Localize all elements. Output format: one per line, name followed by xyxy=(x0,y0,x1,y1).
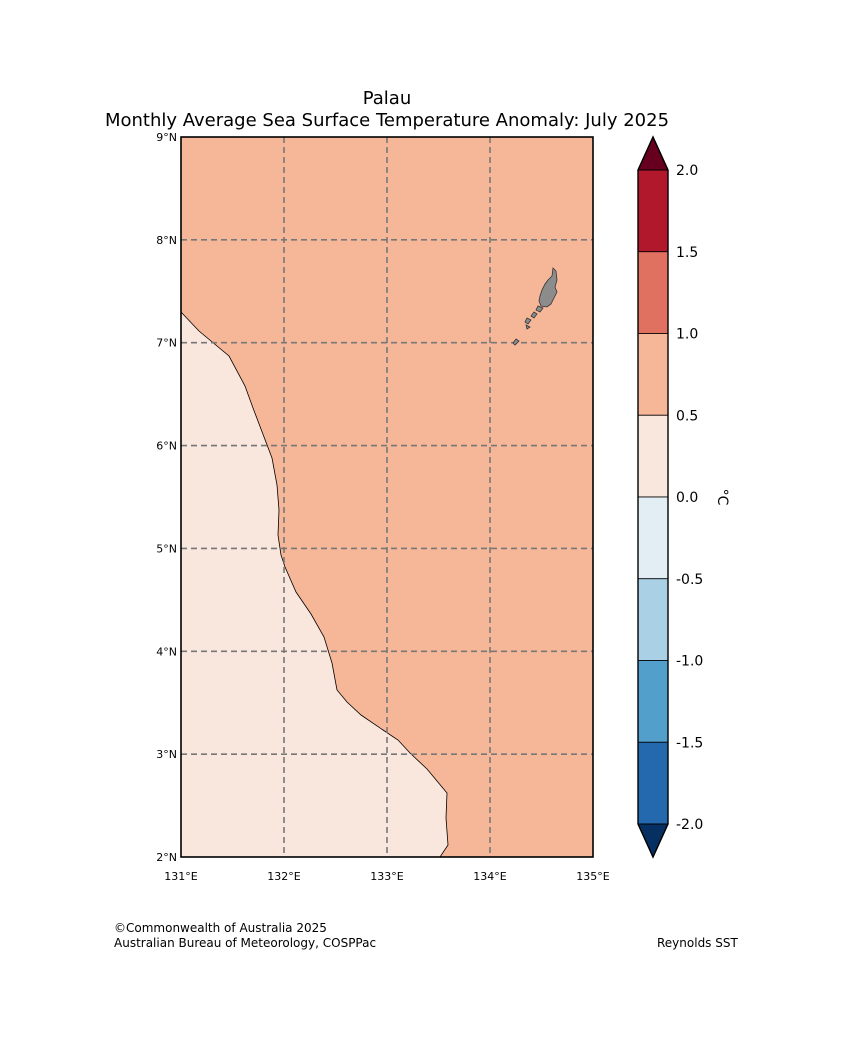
lat-tick-label: 6°N xyxy=(156,440,177,453)
lat-tick-label: 5°N xyxy=(156,542,177,555)
colorbar-tick-label: 1.5 xyxy=(676,245,698,261)
colorbar-bin xyxy=(637,169,669,253)
latitude-tick-labels: 2°N 3°N 4°N 5°N 6°N 7°N 8°N 9°N xyxy=(156,131,177,864)
colorbar-under-arrow xyxy=(637,823,669,859)
lat-tick-label: 3°N xyxy=(156,748,177,761)
copyright-text: ©Commonwealth of Australia 2025 xyxy=(114,921,327,935)
colorbar-bin xyxy=(637,414,669,498)
gridlines xyxy=(181,137,593,857)
data-source-text: Reynolds SST xyxy=(657,936,738,950)
colorbar-over-arrow xyxy=(637,135,669,171)
colorbar-outline xyxy=(637,135,669,859)
colorbar-bin xyxy=(637,578,669,661)
lat-tick-label: 4°N xyxy=(156,645,177,658)
longitude-tick-labels: 131°E 132°E 133°E 134°E 135°E xyxy=(164,870,609,883)
map-frame xyxy=(180,136,594,858)
anomaly-region-mild xyxy=(180,310,449,858)
colorbar-bin xyxy=(637,660,669,743)
lon-tick-label: 135°E xyxy=(576,870,609,883)
credit-block: ©Commonwealth of Australia 2025 Australi… xyxy=(114,921,376,951)
colorbar-bin xyxy=(637,741,669,825)
colorbar-tick-label: -1.0 xyxy=(676,654,703,670)
lat-tick-label: 8°N xyxy=(156,234,177,247)
lon-tick-label: 133°E xyxy=(370,870,403,883)
palau-land xyxy=(512,267,558,346)
lon-tick-label: 131°E xyxy=(164,870,197,883)
map-title: Palau xyxy=(362,88,412,109)
colorbar-bin xyxy=(637,251,669,334)
map-subtitle: Monthly Average Sea Surface Temperature … xyxy=(104,110,670,131)
colorbar-unit-label: °C xyxy=(714,489,730,506)
agency-text: Australian Bureau of Meteorology, COSPPa… xyxy=(114,936,377,950)
lat-tick-label: 2°N xyxy=(156,851,177,864)
colorbar-tick-label: 0.0 xyxy=(676,490,698,506)
colorbar-bin xyxy=(637,333,669,416)
lat-tick-label: 9°N xyxy=(156,131,177,144)
colorbar-tick-label: -2.0 xyxy=(676,817,703,833)
lat-tick-label: 7°N xyxy=(156,337,177,350)
colorbar-tick-label: -1.5 xyxy=(676,735,703,751)
colorbar: 2.0 1.5 1.0 0.5 0.0 -0.5 -1.0 -1.5 -2.0 °C xyxy=(637,135,730,859)
colorbar-tick-label: 1.0 xyxy=(676,327,698,343)
lon-tick-label: 132°E xyxy=(267,870,300,883)
colorbar-tick-label: 0.5 xyxy=(676,408,698,424)
colorbar-tick-label: 2.0 xyxy=(676,163,698,179)
colorbar-tick-label: -0.5 xyxy=(676,572,703,588)
colorbar-bin xyxy=(637,496,669,580)
lon-tick-label: 134°E xyxy=(473,870,506,883)
